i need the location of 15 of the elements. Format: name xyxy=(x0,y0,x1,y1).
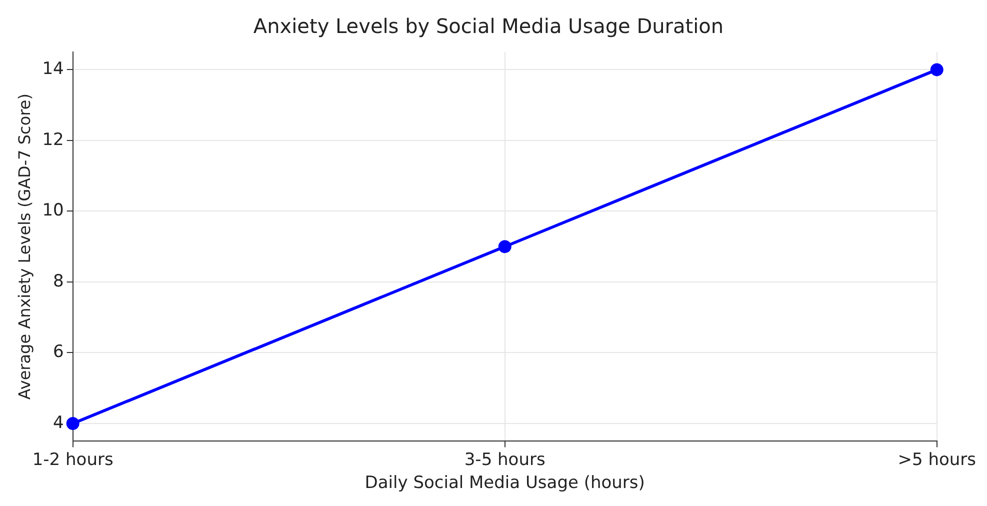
y-tick-label: 8 xyxy=(53,271,64,292)
y-tick-label: 6 xyxy=(53,342,64,362)
y-tick-label: 4 xyxy=(53,412,64,433)
y-tick-label: 12 xyxy=(42,130,64,150)
x-axis-title: Daily Social Media Usage (hours) xyxy=(364,473,645,494)
point xyxy=(498,240,512,254)
chart-title: Anxiety Levels by Social Media Usage Duration xyxy=(253,14,724,38)
y-axis-title: Average Anxiety Levels (GAD-7 Score) xyxy=(14,94,34,400)
point xyxy=(66,417,80,430)
x-tick-label: 3-5 hours xyxy=(464,450,546,470)
y-tick-label: 10 xyxy=(42,200,64,221)
point xyxy=(930,63,944,76)
x-tick-label: >5 hours xyxy=(898,450,976,470)
y-tick-label: 14 xyxy=(42,59,64,80)
x-tick-label: 1-2 hours xyxy=(32,450,114,470)
